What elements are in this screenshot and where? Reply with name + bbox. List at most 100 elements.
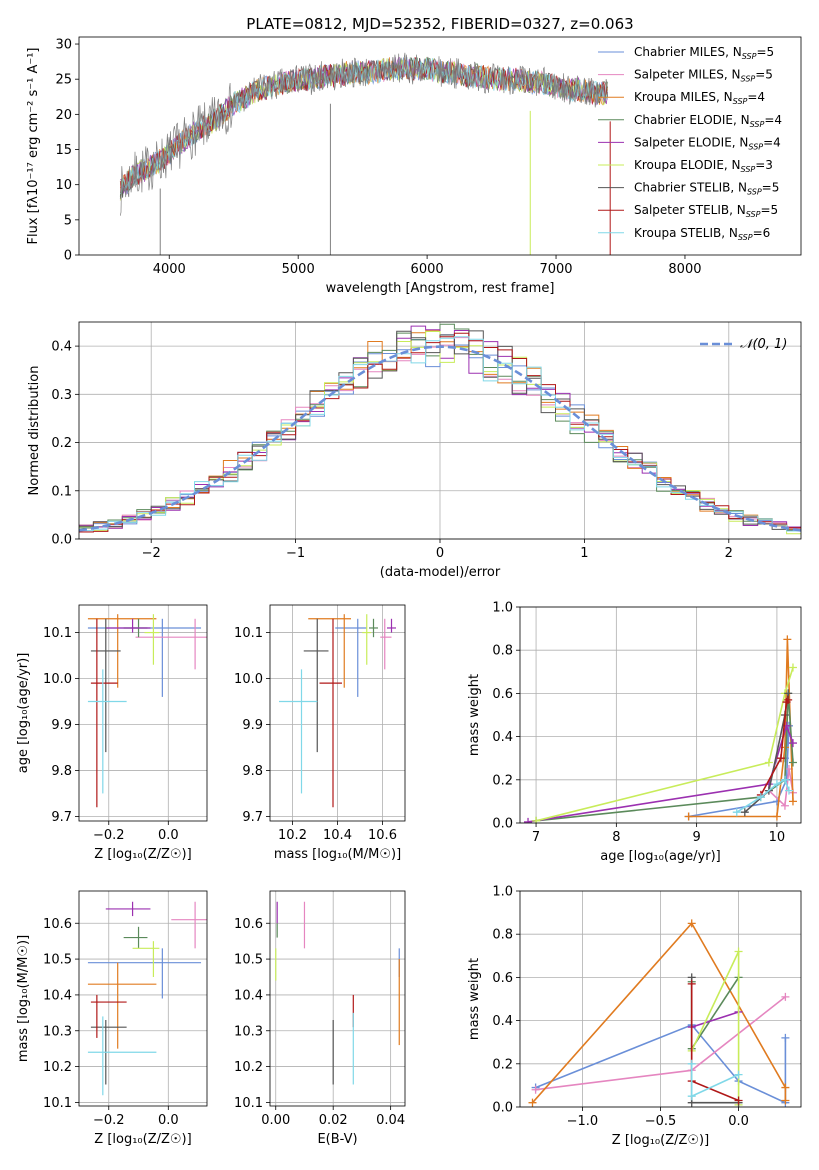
weight-marker	[780, 775, 789, 784]
panel-residuals: −2 −1 0 1 2 0.0 0.1 0.2 0.3 0.4 (data-model)/error…	[27, 321, 802, 580]
panel-age_vs_Z: −0.2 0.0 9.7 9.8 9.9 10.0 10.1 Z [log₁₀(Z/Z☉)] a…	[16, 604, 208, 862]
y-tick-label: 0.4	[51, 340, 72, 355]
x-axis-label: Z [log₁₀(Z/Z☉)]	[612, 1133, 709, 1148]
errorbar-point	[144, 614, 160, 665]
y-axis-label: mass weight	[467, 674, 482, 756]
x-tick-label: 0	[436, 546, 444, 561]
weight-marker	[528, 1098, 537, 1107]
x-axis-label: wavelength [Angstrom, rest frame]	[326, 281, 555, 296]
x-tick-label: 5000	[282, 262, 315, 277]
figure-title: PLATE=0812, MJD=52352, FIBERID=0327, z=0…	[246, 15, 633, 33]
weight-marker	[687, 919, 696, 928]
y-tick-label: 9.7	[242, 810, 263, 825]
weight-marker	[684, 812, 693, 821]
y-tick-label: 9.8	[242, 764, 263, 779]
weight-marker	[788, 758, 797, 767]
y-tick-label: 10.1	[234, 1096, 263, 1111]
legend-entry: Kroupa STELIB, NSSP=6	[634, 226, 770, 242]
x-tick-label: 8000	[668, 262, 701, 277]
weight-marker	[524, 817, 533, 823]
errorbar-point	[132, 941, 160, 977]
y-tick-label: 10.4	[234, 988, 263, 1003]
errorbar-point	[105, 901, 151, 917]
x-tick-label: 7000	[539, 262, 572, 277]
y-tick-label: 9.7	[51, 810, 72, 825]
y-tick-label: 0.0	[492, 1101, 513, 1116]
x-tick-label: 10.4	[323, 828, 352, 843]
y-tick-label: 10.3	[43, 1024, 72, 1039]
y-tick-label: 10.1	[234, 626, 263, 641]
y-tick-label: 9.9	[242, 718, 263, 733]
x-tick-label: 10	[769, 830, 786, 845]
y-tick-label: 0.1	[51, 484, 72, 499]
weight-line	[691, 1011, 739, 1028]
weight-line	[527, 723, 794, 823]
y-tick-label: 0.4	[492, 730, 513, 745]
errorbar-point	[387, 618, 396, 633]
axes-frame	[519, 606, 802, 824]
residual-histogram	[79, 336, 801, 532]
y-tick-label: 0.2	[492, 1057, 513, 1072]
legend-entry: Salpeter ELODIE, NSSP=4	[634, 135, 781, 151]
x-tick-label: 0.0	[158, 828, 179, 843]
y-tick-label: 0.8	[492, 644, 513, 659]
x-tick-label: 10.2	[278, 828, 307, 843]
y-tick-label: 10.2	[234, 1060, 263, 1075]
y-tick-label: 30	[55, 38, 72, 53]
axes-frame	[78, 36, 802, 256]
y-axis-label: age [log₁₀(age/yr)]	[16, 653, 31, 774]
weight-marker	[734, 1070, 743, 1079]
weight-marker	[687, 1092, 696, 1101]
errorbar-point	[135, 618, 207, 670]
weight-marker	[781, 992, 790, 1001]
y-tick-label: 0.2	[492, 773, 513, 788]
x-tick-label: 10.6	[368, 828, 397, 843]
legend-entry: Chabrier STELIB, NSSP=5	[634, 181, 779, 197]
x-axis-label: age [log₁₀(age/yr)]	[600, 849, 721, 864]
weight-marker	[772, 812, 781, 821]
normal-curve	[79, 345, 801, 532]
y-tick-label: 9.8	[51, 764, 72, 779]
x-tick-label: −1.0	[567, 1114, 599, 1129]
errorbar-point	[369, 618, 378, 638]
panel-mass_vs_ebv: 0.00 0.02 0.04 10.1 10.2 10.3 10.4 10.5 10.6 E(B-…	[234, 890, 406, 1147]
y-tick-label: 0.2	[51, 436, 72, 451]
y-tick-label: 15	[55, 143, 72, 158]
legend-entry: 𝒩(0, 1)	[740, 337, 787, 352]
residual-histogram	[79, 330, 801, 531]
x-tick-label: 2	[725, 546, 733, 561]
y-tick-label: 20	[55, 108, 72, 123]
errorbar-point	[90, 618, 121, 753]
y-axis-label: mass weight	[467, 958, 482, 1040]
y-tick-label: 0.6	[492, 687, 513, 702]
axes-frame	[78, 890, 208, 1107]
errorbar-point	[362, 614, 372, 665]
weight-marker	[788, 797, 797, 806]
axes-frame	[269, 604, 406, 822]
weight-marker	[532, 816, 541, 823]
y-tick-label: 10.3	[234, 1024, 263, 1039]
plot-area	[275, 901, 400, 1085]
errorbar-point	[87, 1016, 157, 1096]
y-tick-label: 0.0	[51, 533, 72, 548]
errorbar-point	[87, 618, 202, 697]
errorbar-point	[105, 618, 151, 633]
panel-mass_vs_Z: −0.2 0.0 10.1 10.2 10.3 10.4 10.5 10.6 Z [log₁₀(…	[16, 890, 208, 1147]
y-tick-label: 10.6	[43, 917, 72, 932]
errorbar-point	[335, 618, 367, 697]
x-tick-label: 0.0	[728, 1114, 749, 1129]
x-tick-label: 1	[580, 546, 588, 561]
errorbar-point	[90, 994, 127, 1038]
plot-area	[528, 919, 790, 1107]
y-tick-label: 10.5	[43, 953, 72, 968]
y-axis-label: Flux [fλ10⁻¹⁷ erg cm⁻² s⁻¹ A⁻¹]	[26, 48, 41, 245]
weight-marker	[781, 1096, 790, 1105]
y-axis-label: Normed distribution	[27, 366, 42, 496]
y-tick-label: 10.1	[43, 626, 72, 641]
weight-marker	[780, 801, 789, 810]
y-tick-label: 10.0	[43, 672, 72, 687]
y-tick-label: 0.4	[492, 1014, 513, 1029]
y-tick-label: 10.2	[43, 1060, 72, 1075]
axes-frame	[78, 321, 802, 540]
y-tick-label: 0.8	[492, 928, 513, 943]
